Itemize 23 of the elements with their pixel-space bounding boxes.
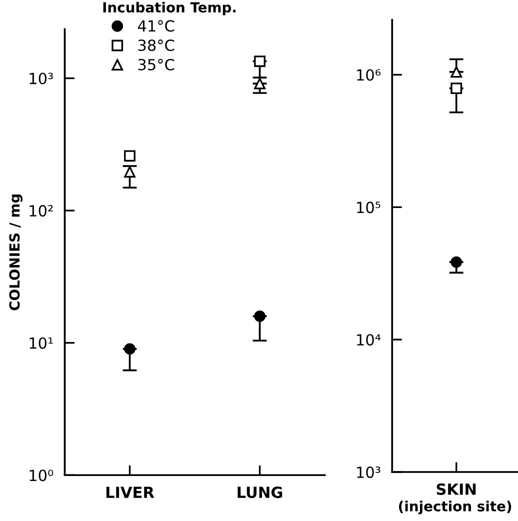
- point: [124, 166, 136, 178]
- legend-title: Incubation Temp.: [103, 2, 236, 16]
- x-axis-title: (injection site): [399, 500, 512, 514]
- legend-label: 41°C: [138, 20, 174, 32]
- point: [254, 78, 266, 90]
- point: [254, 56, 266, 67]
- y-tick-label: 10²: [30, 205, 53, 217]
- y-axis-title: COLONIES / mg: [9, 194, 23, 310]
- y-tick-label: 10⁶: [357, 69, 381, 81]
- point: [124, 343, 136, 355]
- x-tick-label: LUNG: [238, 486, 282, 498]
- y-tick-label: 10³: [30, 72, 53, 84]
- legend-label: 35°C: [138, 58, 174, 70]
- y-tick-label: 10⁵: [357, 202, 380, 214]
- point: [124, 150, 136, 162]
- legend-label: 38°C: [138, 40, 174, 52]
- x-tick-label: SKIN: [436, 483, 476, 495]
- y-tick-label: 10³: [357, 466, 380, 478]
- point: [254, 310, 266, 322]
- y-tick-label: 10⁴: [357, 334, 381, 346]
- y-tick-label: 10⁰: [30, 470, 54, 482]
- x-tick-label: LIVER: [106, 486, 154, 498]
- y-tick-label: 10¹: [30, 337, 53, 349]
